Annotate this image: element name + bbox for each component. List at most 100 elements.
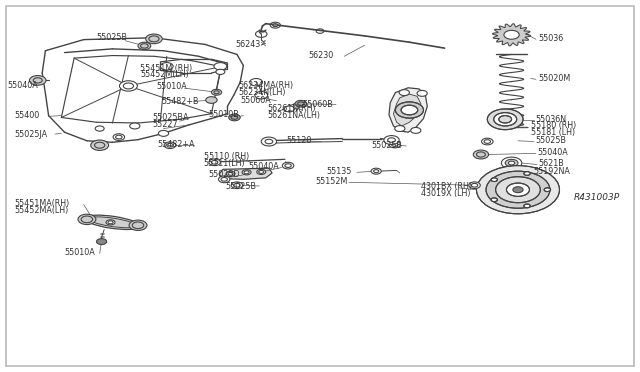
Circle shape: [491, 198, 497, 202]
Circle shape: [78, 214, 96, 225]
Text: 55135: 55135: [326, 167, 352, 176]
Circle shape: [95, 126, 104, 131]
Circle shape: [509, 170, 516, 174]
Circle shape: [242, 170, 251, 175]
Text: 56243: 56243: [236, 40, 261, 49]
Text: 5621B: 5621B: [538, 159, 564, 168]
Text: 55451MA(RH): 55451MA(RH): [15, 199, 70, 208]
Circle shape: [120, 81, 138, 91]
Circle shape: [228, 114, 240, 121]
Circle shape: [226, 171, 235, 176]
Text: 55025D: 55025D: [208, 170, 240, 179]
Circle shape: [505, 159, 518, 167]
Circle shape: [411, 128, 421, 134]
Circle shape: [473, 150, 488, 159]
Text: 55451M (RH): 55451M (RH): [140, 64, 192, 73]
Circle shape: [91, 140, 109, 150]
Circle shape: [146, 34, 163, 44]
Text: 55036: 55036: [538, 34, 564, 43]
Circle shape: [130, 123, 140, 129]
Text: 55020M: 55020M: [538, 74, 571, 83]
Circle shape: [295, 100, 307, 107]
Circle shape: [284, 106, 294, 112]
Text: 55025BA: 55025BA: [153, 113, 189, 122]
Circle shape: [481, 138, 493, 145]
Circle shape: [164, 142, 175, 148]
Text: 55060A: 55060A: [240, 96, 271, 105]
Circle shape: [396, 102, 424, 118]
Circle shape: [205, 97, 217, 103]
Circle shape: [493, 113, 516, 126]
Circle shape: [401, 105, 418, 115]
Circle shape: [417, 90, 428, 96]
Circle shape: [524, 204, 531, 208]
Circle shape: [487, 109, 523, 130]
Text: 55010A: 55010A: [65, 248, 95, 257]
Circle shape: [495, 177, 540, 203]
Text: 55452M(LH): 55452M(LH): [140, 70, 189, 78]
Text: 55111(LH): 55111(LH): [204, 158, 245, 167]
Text: 55010A: 55010A: [156, 82, 187, 91]
Text: 55025B: 55025B: [371, 141, 402, 150]
Circle shape: [261, 137, 276, 146]
Circle shape: [273, 24, 278, 27]
Circle shape: [524, 171, 531, 175]
Circle shape: [468, 182, 480, 189]
Circle shape: [97, 238, 107, 244]
Text: 56234MA(RH): 56234MA(RH): [238, 81, 293, 90]
Text: 55025B: 55025B: [225, 182, 257, 190]
Circle shape: [399, 90, 410, 96]
Text: 55040A: 55040A: [7, 81, 38, 90]
Text: 56261N(RH): 56261N(RH): [268, 105, 316, 113]
Text: 55192NA: 55192NA: [533, 167, 570, 176]
Text: 56230: 56230: [308, 51, 333, 60]
Polygon shape: [394, 94, 421, 126]
Circle shape: [129, 220, 147, 231]
Circle shape: [29, 76, 46, 85]
Circle shape: [395, 126, 405, 132]
Circle shape: [508, 161, 515, 165]
Circle shape: [282, 162, 294, 169]
Text: 55010B: 55010B: [208, 110, 239, 119]
Circle shape: [491, 178, 497, 182]
Circle shape: [486, 171, 550, 208]
Circle shape: [257, 169, 266, 174]
Text: 55180 (RH): 55180 (RH): [531, 122, 576, 131]
Circle shape: [513, 187, 523, 193]
Polygon shape: [219, 168, 272, 179]
Text: 55152M: 55152M: [315, 177, 348, 186]
Circle shape: [106, 220, 115, 225]
Text: 55060B: 55060B: [302, 100, 333, 109]
Circle shape: [159, 131, 169, 137]
Circle shape: [389, 141, 401, 148]
Circle shape: [113, 134, 125, 140]
Text: 55181 (LH): 55181 (LH): [531, 128, 575, 137]
Text: 55482+A: 55482+A: [157, 140, 195, 149]
Ellipse shape: [84, 215, 140, 230]
Text: 4301BX (RH): 4301BX (RH): [421, 182, 472, 191]
Text: 55120: 55120: [287, 136, 312, 145]
Circle shape: [209, 159, 220, 166]
Circle shape: [384, 136, 399, 144]
Text: 55400: 55400: [15, 111, 40, 120]
Text: 55036N: 55036N: [536, 115, 567, 124]
Text: 55040A: 55040A: [537, 148, 568, 157]
Circle shape: [214, 62, 227, 70]
Text: 55040A: 55040A: [248, 162, 279, 171]
Circle shape: [161, 62, 173, 70]
Text: R431003P: R431003P: [574, 193, 620, 202]
Polygon shape: [389, 88, 428, 132]
Circle shape: [544, 188, 550, 192]
Text: 55025B: 55025B: [97, 33, 127, 42]
Text: 55482+B: 55482+B: [162, 97, 199, 106]
Text: 55110 (RH): 55110 (RH): [204, 152, 249, 161]
Circle shape: [231, 182, 243, 189]
Circle shape: [371, 168, 381, 174]
Ellipse shape: [89, 217, 136, 228]
Text: 56234N(LH): 56234N(LH): [238, 88, 285, 97]
Circle shape: [506, 183, 529, 196]
Circle shape: [476, 166, 559, 214]
Circle shape: [218, 176, 230, 183]
Circle shape: [216, 69, 225, 74]
Text: 55025B: 55025B: [536, 136, 567, 145]
